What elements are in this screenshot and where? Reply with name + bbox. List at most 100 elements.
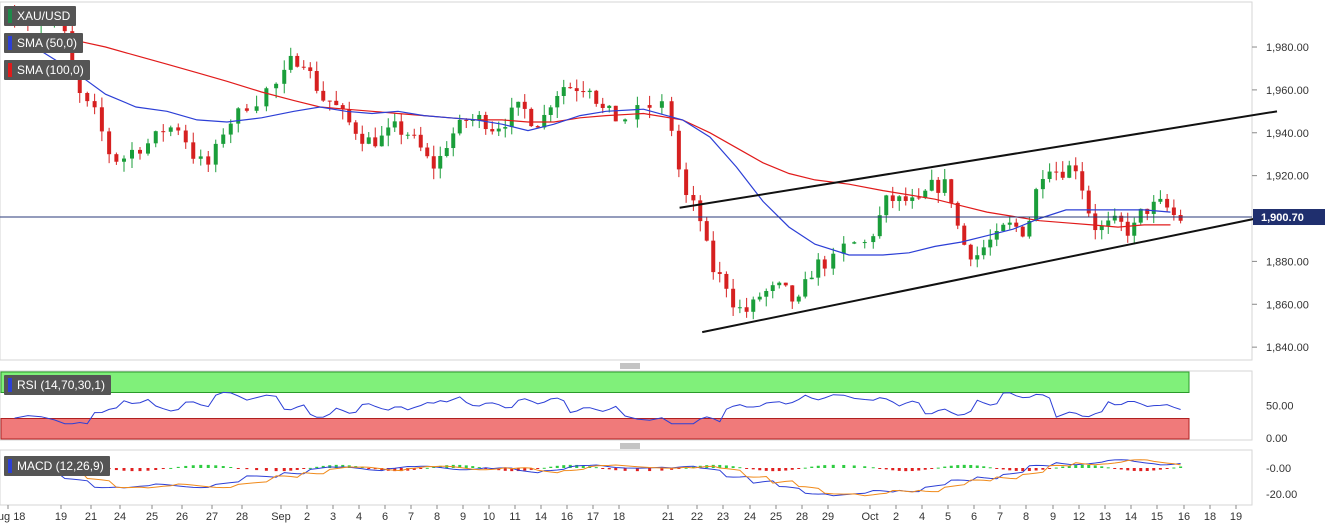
- candle-body: [301, 66, 306, 68]
- candle-body: [1001, 224, 1006, 232]
- x-tick-label: 15: [1151, 511, 1163, 523]
- macd-histogram-bar: [731, 466, 735, 468]
- candle-body: [503, 127, 508, 129]
- candle-body: [568, 87, 573, 89]
- macd-histogram-bar: [138, 468, 142, 472]
- x-tick-label: 4: [919, 511, 925, 523]
- candle-body: [717, 272, 722, 274]
- candle-body: [587, 90, 592, 93]
- candle-body: [691, 195, 696, 201]
- candle-body: [334, 100, 339, 106]
- x-tick-label: 9: [460, 511, 466, 523]
- macd-histogram-bar: [412, 468, 416, 470]
- macd-histogram-bar: [1048, 468, 1052, 469]
- candle-body: [470, 119, 475, 121]
- candle-body: [392, 121, 397, 128]
- macd-histogram-bar: [594, 467, 598, 469]
- candle-body: [574, 88, 579, 92]
- sma50-line: [34, 46, 1171, 256]
- candle-body: [1106, 220, 1111, 226]
- macd-histogram-bar: [176, 466, 180, 468]
- candle-body: [1093, 213, 1098, 231]
- macd-histogram-bar: [816, 465, 820, 468]
- macd-histogram-bar: [660, 468, 664, 471]
- macd-histogram-bar: [1179, 466, 1183, 468]
- sma100-line: [34, 35, 1171, 228]
- macd-histogram-bar: [975, 465, 979, 468]
- macd-histogram-bar: [575, 464, 579, 468]
- macd-histogram-bar: [360, 467, 364, 469]
- macd-histogram-bar: [1087, 465, 1091, 468]
- x-tick-label: 16: [1178, 511, 1190, 523]
- candle-body: [198, 156, 203, 159]
- candle-body: [438, 155, 443, 169]
- x-tick-label: 22: [691, 511, 703, 523]
- candle-body: [711, 240, 716, 273]
- candle-body: [1112, 215, 1117, 221]
- candle-body: [822, 259, 827, 269]
- candle-body: [676, 130, 681, 170]
- macd-histogram-bar: [897, 468, 901, 471]
- macd-histogram-bar: [904, 468, 908, 472]
- candle-body: [903, 196, 908, 201]
- candle-body: [161, 131, 166, 133]
- candle-body: [929, 179, 934, 191]
- candle-body: [613, 105, 618, 122]
- candle-body: [923, 190, 928, 198]
- macd-histogram-bar: [758, 468, 762, 471]
- macd-histogram-bar: [549, 466, 553, 468]
- candle-body: [360, 133, 365, 144]
- macd-tick-label: -20.00: [1266, 489, 1297, 501]
- x-tick-label: 6: [382, 511, 388, 523]
- candle-body: [897, 196, 902, 202]
- candle-body: [862, 242, 867, 244]
- candle-body: [816, 259, 821, 278]
- macd-panel: -0.00 -20.00: [0, 449, 1297, 506]
- macd-histogram-bar: [797, 468, 801, 469]
- macd-histogram-bar: [295, 468, 299, 470]
- candle-body: [884, 195, 889, 216]
- x-tick-label: 10: [483, 511, 495, 523]
- legend-macd: MACD (12,26,9): [4, 456, 110, 476]
- x-tick-label: 23: [717, 511, 729, 523]
- candle-body: [529, 108, 534, 127]
- macd-histogram-bar: [923, 468, 927, 470]
- macd-histogram-bar: [930, 468, 934, 469]
- candle-body: [99, 107, 104, 132]
- macd-histogram-bar: [555, 465, 559, 468]
- x-tick-label: 18: [1204, 511, 1216, 523]
- y-tick-label: 1,860.00: [1266, 299, 1309, 311]
- candle-body: [85, 93, 90, 102]
- candle-body: [496, 128, 501, 132]
- candle-body: [146, 143, 150, 154]
- candle-body: [254, 106, 259, 111]
- macd-histogram-bar: [718, 464, 722, 468]
- candle-body: [1027, 220, 1032, 237]
- candle-body: [669, 101, 674, 131]
- candle-body: [228, 123, 233, 135]
- splitter-handle-rsi: [620, 363, 640, 369]
- candle-body: [431, 156, 436, 169]
- candle-body: [176, 127, 181, 131]
- candle-body: [122, 158, 126, 162]
- macd-histogram-bar: [1119, 468, 1123, 470]
- macd-histogram-bar: [236, 468, 240, 469]
- x-tick-label: 4: [356, 511, 362, 523]
- x-tick-label: 29: [822, 511, 834, 523]
- macd-histogram-bar: [1126, 468, 1130, 471]
- candle-body: [623, 119, 628, 122]
- candle-body: [130, 149, 134, 159]
- x-tick-label: 28: [796, 511, 808, 523]
- macd-histogram-bar: [623, 468, 627, 471]
- macd-histogram-bar: [438, 465, 442, 468]
- macd-histogram-bar: [458, 464, 462, 468]
- macd-histogram-bar: [341, 464, 345, 468]
- candle-body: [464, 119, 469, 121]
- candle-body: [1034, 189, 1039, 221]
- macd-histogram-bar: [122, 468, 126, 471]
- macd-histogram-bar: [510, 468, 514, 472]
- x-tick-label: 2: [893, 511, 899, 523]
- macd-histogram-bar: [425, 467, 429, 469]
- candle-body: [783, 282, 788, 286]
- macd-histogram-bar: [891, 468, 895, 471]
